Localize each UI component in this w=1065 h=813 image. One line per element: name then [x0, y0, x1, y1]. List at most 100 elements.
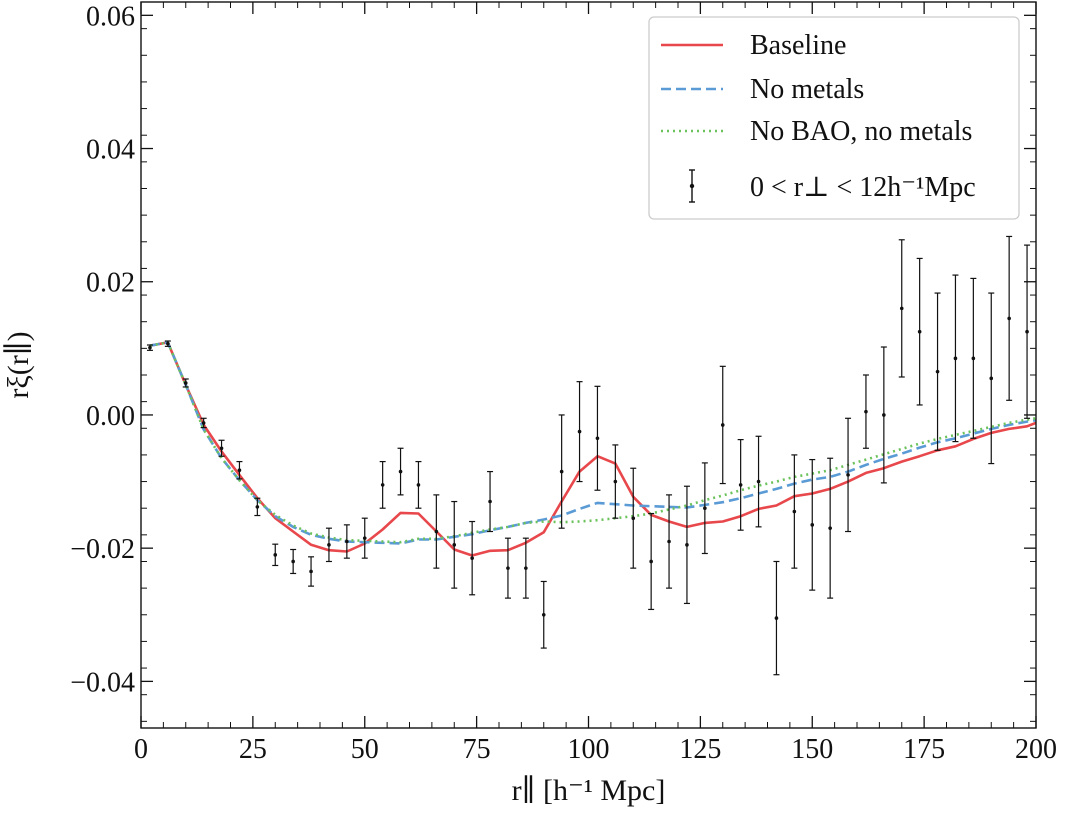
data-point [666, 494, 673, 589]
data-marker [756, 479, 761, 484]
data-point [361, 517, 368, 559]
data-marker [649, 559, 653, 564]
data-point [164, 340, 171, 347]
data-marker [148, 345, 152, 350]
legend-swatch-data-point [689, 183, 695, 189]
data-marker [362, 536, 367, 540]
data-point [308, 556, 315, 587]
data-point [934, 292, 941, 451]
data-point [737, 438, 744, 531]
data-marker [201, 421, 206, 425]
data-marker [577, 429, 582, 434]
data-marker [452, 543, 457, 547]
data-point [218, 439, 225, 457]
data-marker [166, 341, 170, 346]
tick-layer: 0 25 50 75 100 125 150 175 200 −0.04 −0.02 0.00 0.02… [70, 1, 1057, 765]
data-point [791, 454, 798, 569]
data-marker [541, 612, 546, 617]
data-point [880, 346, 887, 484]
data-marker [720, 423, 725, 427]
errorbar-layer [146, 235, 1031, 676]
legend-label-baseline: Baseline [750, 30, 846, 61]
legend-label-data: 0 < r⊥ < 12h⁻¹Mpc [750, 172, 976, 203]
data-marker [327, 543, 331, 547]
data-marker [953, 356, 958, 361]
data-marker [971, 356, 976, 361]
y-axis-label: rξ(r∥) [2, 331, 35, 398]
data-point [594, 385, 601, 491]
data-point [809, 458, 816, 591]
data-point [755, 435, 762, 528]
series-line-no-bao-no-metals [149, 341, 1036, 544]
data-point [701, 462, 708, 555]
data-point [200, 417, 207, 429]
data-marker [237, 468, 242, 473]
data-point [522, 537, 529, 599]
data-marker [631, 516, 636, 520]
data-point [397, 447, 404, 496]
data-marker [685, 543, 689, 547]
y-tick-label: −0.04 [70, 667, 135, 698]
data-point [988, 292, 995, 465]
x-tick-label: 50 [351, 734, 379, 765]
x-tick-label: 175 [903, 734, 945, 765]
data-marker [559, 469, 564, 474]
data-point [558, 414, 565, 529]
data-marker [273, 553, 278, 557]
data-point [540, 580, 547, 649]
data-marker [183, 381, 188, 385]
data-point [182, 378, 189, 388]
data-point [862, 374, 869, 449]
data-point [845, 417, 852, 533]
data-point [272, 543, 279, 567]
data-marker [416, 483, 421, 487]
data-point [648, 512, 655, 611]
data-marker [1025, 329, 1029, 334]
data-point [773, 560, 780, 676]
data-marker [595, 436, 600, 441]
data-marker [309, 569, 313, 574]
legend-label-no-metals: No metals [750, 74, 864, 105]
x-tick-label: 0 [134, 734, 148, 765]
data-point [504, 537, 511, 599]
data-point [343, 524, 350, 559]
data-marker [398, 469, 403, 474]
data-point [970, 277, 977, 439]
data-point [487, 470, 494, 533]
data-point [576, 381, 583, 483]
legend: Baseline No metals No BAO, no metals 0 <… [648, 16, 1020, 220]
data-point [827, 457, 834, 599]
data-marker [1007, 316, 1011, 321]
y-tick-label: 0.00 [86, 401, 135, 432]
data-marker [935, 369, 940, 374]
x-tick-label: 125 [679, 734, 721, 765]
y-tick-label: 0.06 [86, 1, 135, 32]
legend-box [648, 16, 1020, 220]
data-point [1006, 235, 1013, 401]
x-tick-label: 200 [1015, 734, 1057, 765]
legend-label-no-bao-no-metals: No BAO, no metals [750, 116, 972, 147]
data-point [612, 444, 619, 519]
series-line-no-metals [149, 341, 1036, 545]
data-point [379, 460, 386, 509]
data-point [1024, 244, 1031, 419]
data-marker [774, 616, 779, 620]
data-point [898, 239, 905, 378]
data-marker [470, 556, 474, 560]
data-marker [667, 539, 671, 544]
data-point [146, 344, 153, 351]
data-marker [917, 329, 922, 334]
y-tick-label: 0.04 [86, 135, 135, 166]
data-marker [738, 483, 743, 487]
data-point [469, 520, 476, 596]
x-tick-label: 75 [463, 734, 491, 765]
data-marker [219, 446, 224, 451]
data-marker [703, 506, 707, 511]
data-point [952, 274, 959, 443]
data-point [630, 467, 637, 569]
data-marker [864, 409, 868, 414]
series-layer [149, 341, 1036, 557]
data-marker [291, 559, 295, 564]
